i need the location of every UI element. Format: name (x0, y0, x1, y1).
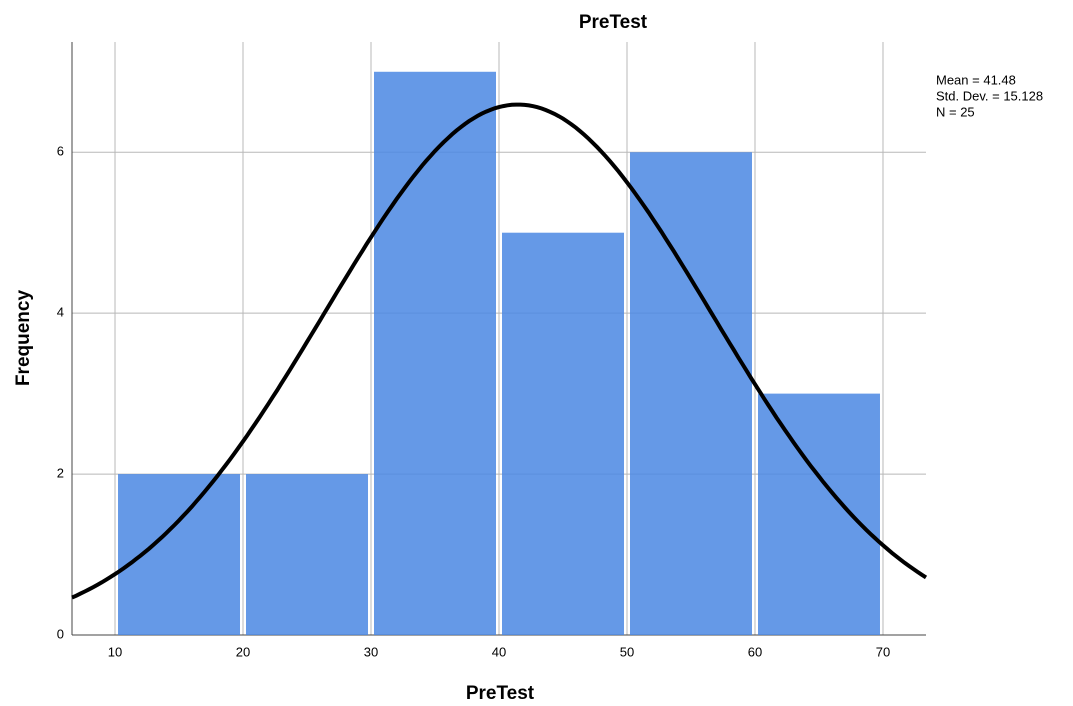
y-axis-label: Frequency (13, 290, 34, 387)
chart-title: PreTest (579, 12, 648, 33)
bar (630, 152, 752, 635)
x-tick-label: 10 (108, 644, 122, 659)
x-tick-label: 70 (876, 644, 890, 659)
y-tick-label: 4 (57, 305, 64, 320)
bar (758, 394, 880, 635)
x-tick-label: 20 (236, 644, 250, 659)
x-tick-label: 50 (620, 644, 634, 659)
x-tick-label: 30 (364, 644, 378, 659)
stat-std-dev: Std. Dev. = 15.128 (936, 88, 1043, 103)
x-axis-label: PreTest (466, 683, 535, 704)
bar (374, 72, 496, 635)
stat-n: N = 25 (936, 104, 975, 119)
bar (118, 474, 240, 635)
chart: PreTest PreTest Frequency Mean = 41.48 S… (0, 0, 1073, 706)
x-tick-label: 60 (748, 644, 762, 659)
stat-mean: Mean = 41.48 (936, 72, 1016, 87)
x-tick-label: 40 (492, 644, 506, 659)
bar (502, 233, 624, 635)
y-tick-label: 6 (57, 144, 64, 159)
y-tick-label: 2 (57, 466, 64, 481)
bar (246, 474, 368, 635)
y-tick-label: 0 (57, 626, 64, 641)
